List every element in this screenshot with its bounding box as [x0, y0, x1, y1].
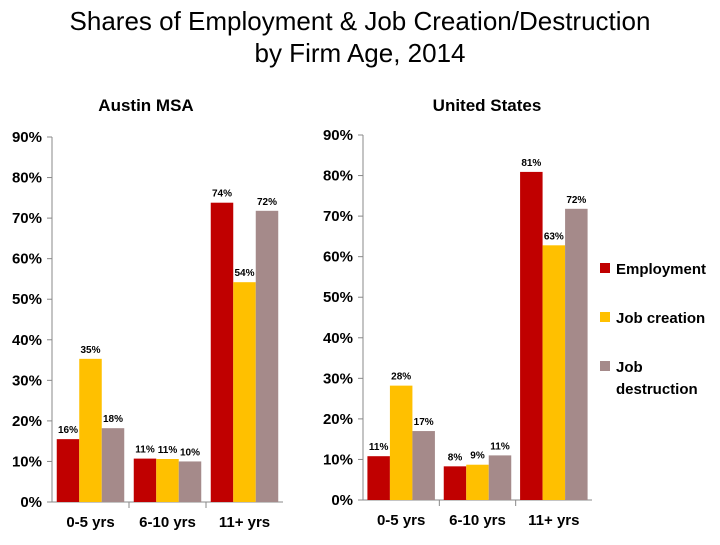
category-label: 6-10 yrs [139, 514, 196, 531]
y-tick-label: 30% [12, 372, 42, 389]
data-label: 17% [414, 417, 434, 428]
chart-title-us: United States [433, 96, 542, 115]
data-label: 11% [158, 445, 178, 456]
bar-job-destruction [101, 428, 125, 502]
category-label: 0-5 yrs [66, 514, 114, 531]
bar-employment [367, 456, 390, 500]
y-tick-label: 60% [12, 251, 42, 268]
y-tick-label: 30% [323, 370, 353, 387]
y-tick-label: 90% [323, 127, 353, 144]
bar-job-destruction [565, 208, 588, 501]
bar-job-destruction [412, 431, 435, 500]
y-tick-label: 90% [12, 129, 42, 146]
data-label: 72% [566, 195, 586, 206]
chart-united-states: United States 0% 10% 20% 30% 40% 50% 60% 70% 80%… [323, 96, 592, 529]
legend-label: destruction [616, 381, 698, 398]
data-label: 28% [391, 372, 411, 383]
legend-label: Employment [616, 261, 706, 278]
y-tick-label: 40% [12, 332, 42, 349]
data-label: 11% [369, 442, 389, 453]
bar-job-destruction [255, 210, 279, 503]
bar-job-creation [389, 385, 413, 500]
y-tick-label: 70% [12, 210, 42, 227]
y-tick-label: 50% [12, 291, 42, 308]
y-tick-label: 50% [323, 289, 353, 306]
y-tick-label: 20% [323, 411, 353, 428]
data-label: 11% [135, 445, 155, 456]
chart-title-austin: Austin MSA [98, 96, 193, 115]
legend-swatch [600, 361, 610, 371]
legend-swatch [600, 263, 610, 273]
bar-employment [210, 202, 234, 502]
slide-title-line-1: Shares of Employment & Job Creation/Dest… [70, 6, 651, 36]
bar-employment [133, 458, 157, 502]
bar-employment [56, 439, 80, 502]
y-tick-label: 10% [323, 451, 353, 468]
y-tick-label: 20% [12, 413, 42, 430]
bar-job-creation [466, 464, 489, 500]
bar-employment [443, 466, 467, 500]
data-label: 10% [180, 447, 200, 458]
y-tick-label: 80% [12, 170, 42, 187]
data-label: 8% [448, 452, 463, 463]
data-label: 9% [470, 451, 485, 462]
y-tick-label: 40% [323, 330, 353, 347]
data-label: 74% [212, 189, 232, 200]
bar-job-creation [542, 245, 566, 500]
bar-job-destruction [178, 461, 202, 502]
bar-job-creation [233, 282, 256, 502]
y-tick-label: 0% [331, 492, 353, 509]
bar-job-creation [79, 358, 102, 502]
category-label: 6-10 yrs [449, 512, 506, 529]
legend-label: Job creation [616, 310, 705, 327]
data-label: 81% [521, 158, 541, 169]
data-label: 11% [490, 441, 510, 452]
legend-swatch [600, 312, 610, 322]
legend-label: Job [616, 359, 643, 376]
data-label: 35% [80, 345, 100, 356]
slide-title-line-2: by Firm Age, 2014 [255, 38, 466, 68]
data-label: 54% [234, 268, 254, 279]
category-label: 11+ yrs [219, 514, 270, 531]
category-label: 11+ yrs [528, 512, 579, 529]
data-label: 18% [103, 414, 123, 425]
bar-job-creation [156, 459, 179, 502]
data-label: 16% [58, 425, 78, 436]
data-label: 63% [544, 231, 564, 242]
y-tick-label: 10% [12, 453, 42, 470]
y-tick-label: 80% [323, 168, 353, 185]
y-tick-label: 60% [323, 249, 353, 266]
data-label: 72% [257, 197, 277, 208]
chart-austin-msa: Austin MSA 0% 10% 20% 30% 40% 50% 60% 70% 80% 90%… [12, 96, 283, 531]
legend: Employment Job creation Job destruction [600, 261, 706, 398]
bar-employment [520, 171, 543, 500]
y-tick-label: 70% [323, 208, 353, 225]
category-label: 0-5 yrs [377, 512, 425, 529]
bar-job-destruction [488, 455, 512, 500]
y-tick-label: 0% [20, 494, 42, 511]
